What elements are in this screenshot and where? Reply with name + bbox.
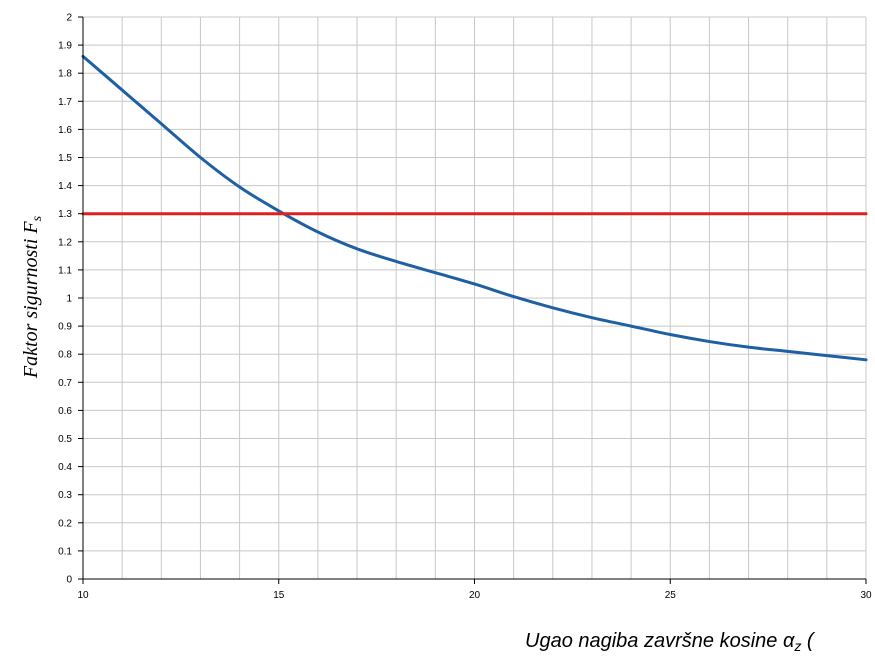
y-tick-label: 1.6 bbox=[58, 125, 72, 136]
x-tick-label: 15 bbox=[273, 590, 285, 601]
y-tick-label: 0.1 bbox=[58, 546, 72, 557]
y-tick-label: 1.4 bbox=[58, 181, 72, 192]
grid bbox=[82, 16, 867, 580]
y-tick-label: 0.8 bbox=[58, 350, 72, 361]
x-tick-labels: 10 15 20 25 30 bbox=[77, 590, 872, 601]
y-tick-label: 0.2 bbox=[58, 518, 72, 529]
y-tick-labels: 0 0.1 0.2 0.3 0.4 0.5 0.6 0.7 0.8 0.9 1 1.1 1.2 1.3 1.… bbox=[58, 13, 72, 586]
y-tick-label: 0 bbox=[66, 575, 72, 586]
y-tick-label: 1.7 bbox=[58, 97, 72, 108]
y-tick-label: 1.5 bbox=[58, 153, 72, 164]
y-tick-label: 1.9 bbox=[58, 41, 72, 52]
y-tick-label: 1 bbox=[66, 294, 72, 305]
x-tick-label: 20 bbox=[469, 590, 481, 601]
y-tick-label: 0.9 bbox=[58, 322, 72, 333]
y-tick-label: 1.2 bbox=[58, 237, 72, 248]
y-tick-label: 1.1 bbox=[58, 265, 72, 276]
y-tick-label: 0.3 bbox=[58, 490, 72, 501]
x-tick-label: 25 bbox=[665, 590, 677, 601]
axes bbox=[78, 16, 867, 584]
y-axis-label: Faktor sigurnosti Fs bbox=[20, 215, 45, 379]
safety-factor-line bbox=[81, 54, 868, 362]
y-tick-label: 0.6 bbox=[58, 406, 72, 417]
y-tick-label: 0.5 bbox=[58, 434, 72, 445]
y-tick-label: 0.4 bbox=[58, 462, 72, 473]
y-tick-label: 2 bbox=[66, 13, 72, 24]
x-tick-label: 10 bbox=[77, 590, 89, 601]
series-layer bbox=[81, 54, 868, 362]
y-tick-label: 1.3 bbox=[58, 209, 72, 220]
y-tick-label: 1.8 bbox=[58, 69, 72, 80]
x-tick-label: 30 bbox=[860, 590, 872, 601]
y-tick-label: 0.7 bbox=[58, 378, 72, 389]
x-axis-label: Ugao nagiba završne kosine αz ( bbox=[525, 630, 816, 654]
